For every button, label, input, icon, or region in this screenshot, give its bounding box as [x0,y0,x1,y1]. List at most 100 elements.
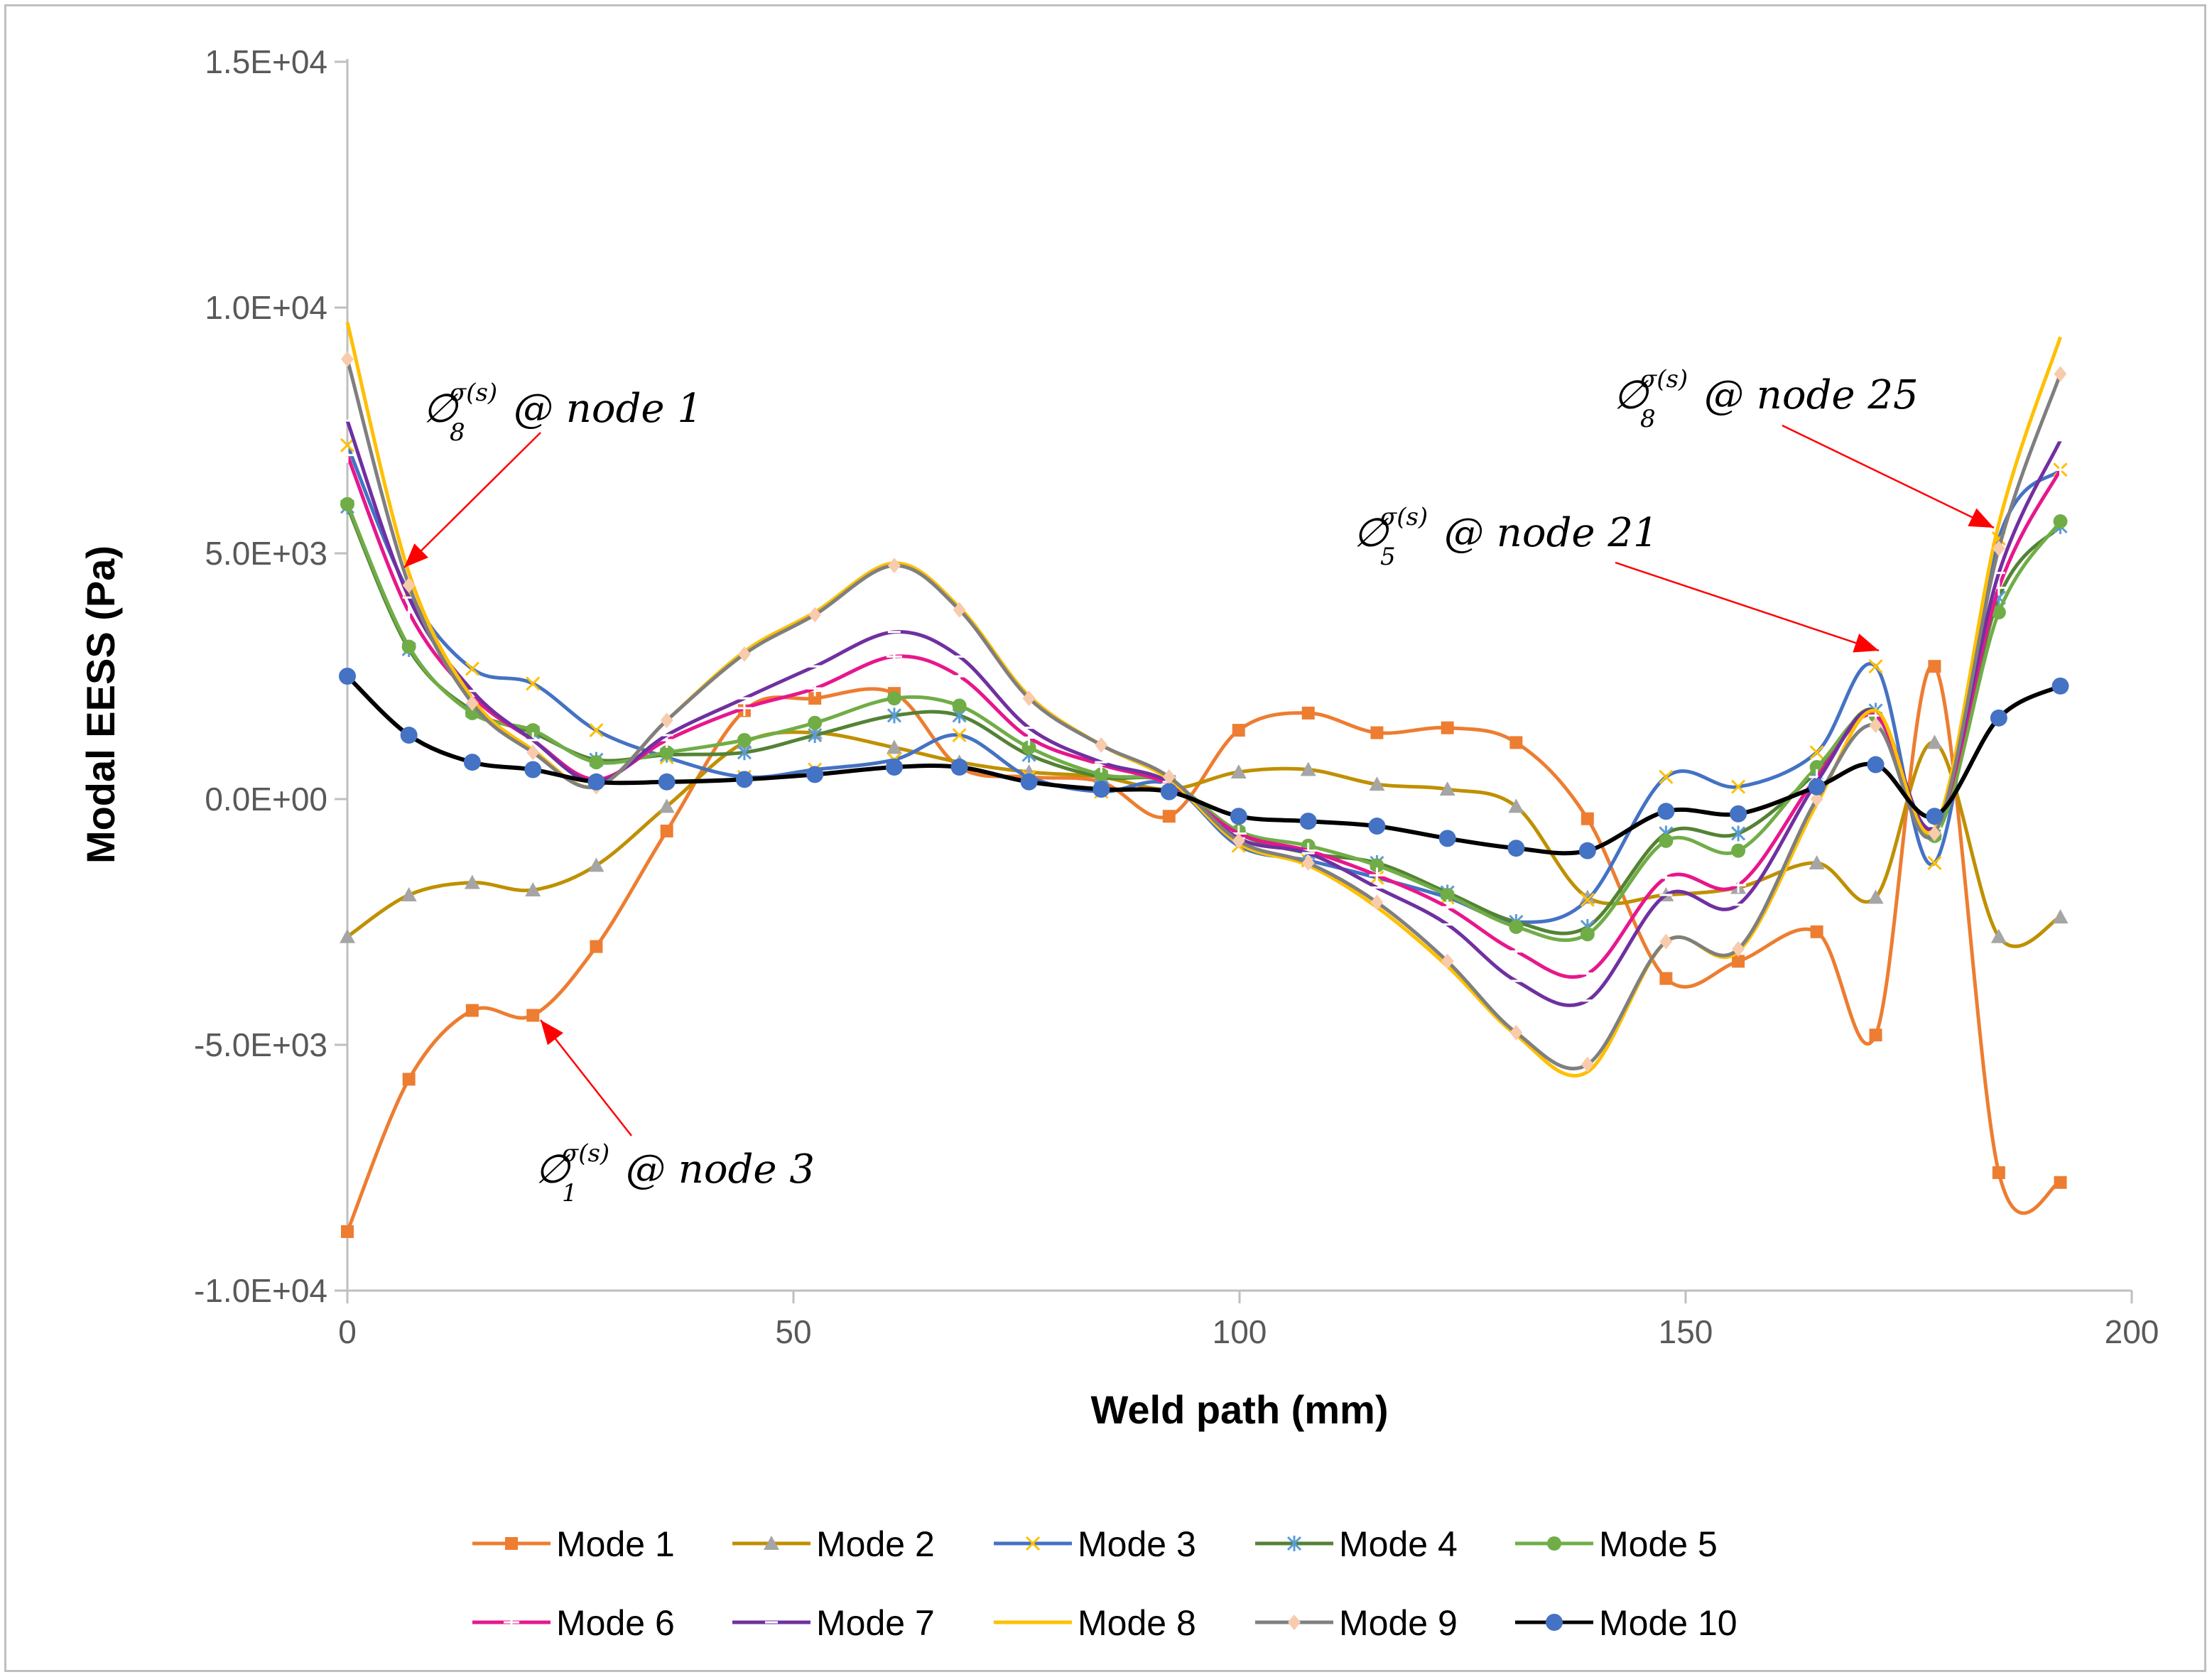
legend-label: Mode 4 [1339,1524,1458,1564]
data-point-mode-5 [808,715,823,730]
legend-label: Mode 5 [1599,1524,1718,1564]
data-point-mode-9 [1301,854,1315,871]
y-tick-label: 0.0E+00 [205,781,327,818]
data-point-mode-9 [808,607,822,623]
annotation-arrowhead [1968,508,1994,528]
data-point-mode-1 [1732,955,1745,968]
data-point-mode-1 [402,1073,416,1086]
data-point-mode-9 [953,602,966,618]
data-point-mode-9 [526,744,540,761]
annotation-arrow-line [1782,424,1995,529]
data-point-mode-10 [339,668,356,685]
series-mode-10 [339,668,2069,859]
data-point-mode-9 [402,577,416,593]
legend-item-mode-3: Mode 3 [994,1524,1196,1564]
data-point-mode-10 [1093,781,1110,798]
data-point-mode-10 [1368,818,1386,835]
data-point-mode-2 [886,739,902,754]
data-point-mode-9 [1095,737,1108,753]
data-point-mode-2 [1230,764,1247,778]
data-point-mode-5 [1509,919,1524,934]
data-point-mode-1 [465,1004,479,1017]
annotation-arrowhead [404,543,429,568]
data-point-mode-1 [1301,706,1315,720]
series-line-mode-4 [345,506,2062,935]
y-tick-label: -5.0E+03 [194,1026,327,1063]
data-point-mode-6 [951,668,967,684]
data-point-mode-9 [465,695,479,712]
data-point-mode-5 [2053,514,2068,529]
legend-item-mode-6: Mode 6 [472,1603,675,1643]
legend-label: Mode 8 [1078,1603,1196,1643]
annotation-superscript: σ(s) [450,379,497,407]
data-point-mode-3-stroke [1731,779,1746,794]
data-point-mode-4 [887,707,901,724]
x-tick-label: 150 [1659,1313,1713,1350]
data-point-mode-1 [1810,925,1823,938]
data-point-mode-10 [1020,773,1038,791]
data-point-mode-10 [806,766,824,783]
data-point-mode-5 [1659,833,1674,848]
data-point-mode-9 [1659,933,1673,950]
data-point-mode-10 [1230,808,1247,825]
data-point-mode-2 [1867,889,1884,904]
annotation-3: ∅σ(s) 5 @ node 21 [1353,503,1880,653]
data-point-mode-5 [887,691,901,706]
legend-item-mode-8: Mode 8 [994,1603,1196,1643]
data-point-mode-5 [1094,767,1109,782]
data-point-mode-3-stroke [1868,659,1883,674]
data-point-mode-2 [1508,798,1524,813]
annotation-label: @ node 1 [514,386,703,432]
data-point-mode-6 [1369,867,1385,884]
data-point-mode-9 [341,351,354,367]
data-point-mode-9 [737,646,751,662]
data-point-mode-9 [1581,1056,1594,1073]
legend-swatch-marker [1025,1536,1041,1551]
data-point-mode-10 [950,759,968,776]
data-point-mode-3-stroke [526,676,541,691]
series-line-mode-9 [345,359,2062,1070]
data-point-mode-2 [1439,781,1455,796]
data-point-mode-3 [526,676,541,691]
chart: -1.0E+04 -5.0E+03 0.0E+00 5.0E+03 1.0E+04 1.5… [78,43,2159,1643]
data-point-mode-3 [1659,769,1674,784]
y-tick-label: 1.0E+04 [205,289,327,326]
data-point-mode-3-stroke [1927,855,1942,871]
data-point-mode-5 [737,732,752,747]
data-point-mode-3-stroke [340,438,355,452]
data-point-mode-2 [1809,854,1825,869]
data-point-mode-1 [1370,726,1384,739]
legend-item-mode-9: Mode 9 [1255,1603,1458,1643]
data-point-mode-2 [525,882,541,897]
data-point-mode-5 [659,745,674,760]
data-point-mode-5 [1580,927,1595,942]
data-point-mode-3-stroke [1659,769,1674,784]
data-point-mode-10 [2051,677,2069,695]
annotation-subscript: 5 [1380,543,1396,571]
data-point-mode-10 [658,773,676,791]
data-point-mode-6 [1658,869,1674,886]
data-point-mode-6 [736,700,752,716]
annotation-arrow-line [540,1019,632,1136]
legend-swatch-marker [1288,1614,1301,1630]
annotation-symbol: ∅ [1613,372,1649,418]
data-point-mode-6 [1508,943,1524,960]
data-point-mode-2 [464,874,480,889]
data-point-mode-1 [526,1009,540,1022]
data-point-mode-10 [587,773,605,791]
data-point-mode-3 [1580,892,1595,907]
data-point-mode-6 [886,648,902,665]
legend-label: Mode 3 [1078,1524,1196,1564]
annotation-symbol: ∅ [535,1146,571,1193]
data-point-mode-3-stroke [589,723,604,738]
data-point-mode-10 [735,771,753,788]
x-tick-label: 200 [2105,1313,2159,1350]
legend-label: Mode 1 [556,1524,675,1564]
annotation-1: ∅σ(s) 8 @ node 1 [403,379,703,568]
annotation-4: ∅σ(s) 1 @ node 3 [535,1019,815,1207]
legend-label: Mode 7 [816,1603,935,1643]
data-point-mode-9 [1022,690,1036,707]
data-point-mode-2 [2052,909,2069,924]
data-point-mode-5 [1991,605,2006,620]
data-point-mode-6 [1579,965,1595,982]
